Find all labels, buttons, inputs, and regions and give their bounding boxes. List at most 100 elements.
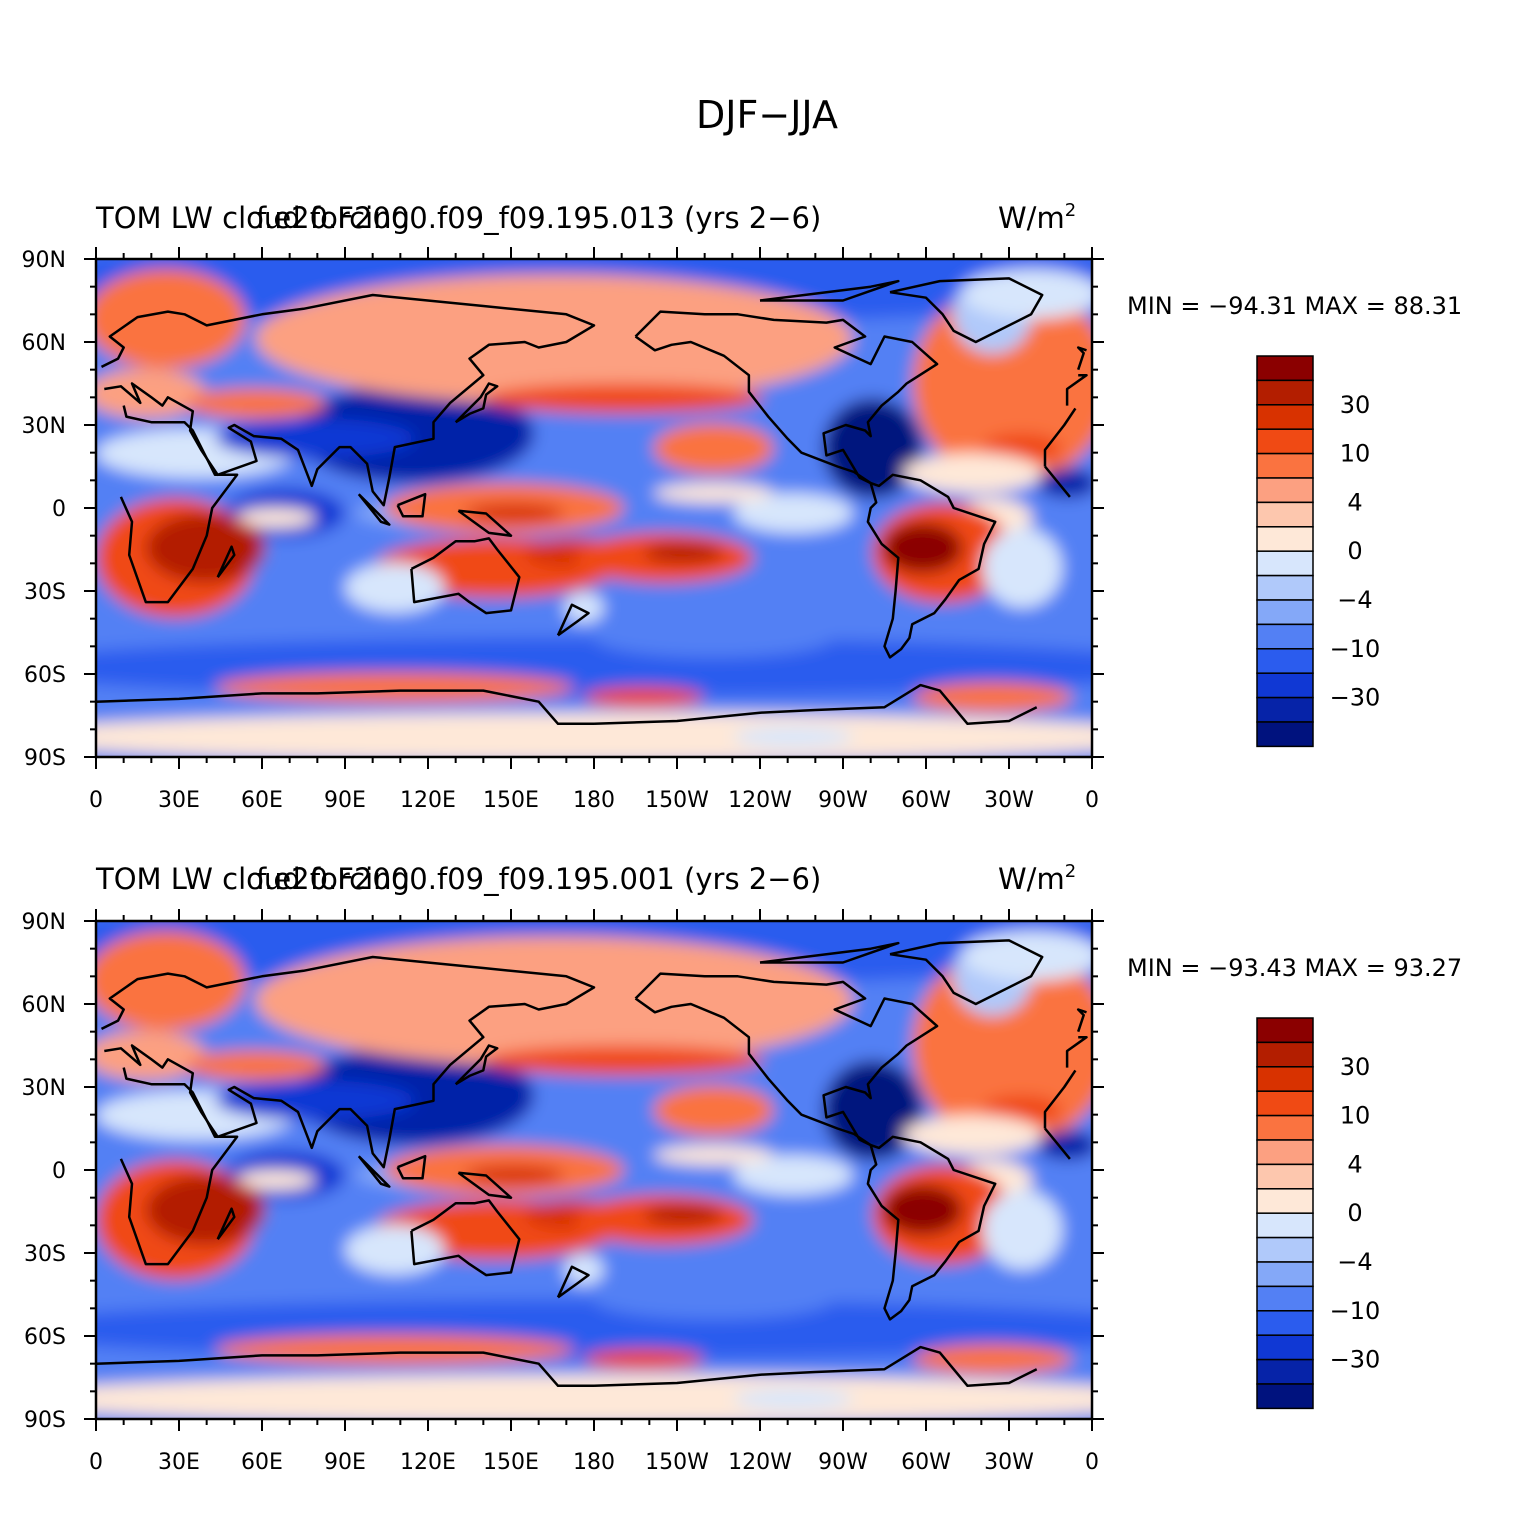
field-contour-region (653, 1145, 774, 1166)
coastline (96, 683, 1038, 726)
lat-tick-label: 0 (52, 1159, 66, 1184)
coastline (396, 492, 427, 518)
field-contour-region (882, 522, 963, 573)
panel-2: TOM LW cloud forcing f.e20.F2000.f09_f09… (22, 861, 1463, 1475)
lon-tick-label: 60E (241, 1450, 283, 1475)
lon-tick-label: 180 (573, 788, 615, 813)
lat-tick-label: 90S (24, 746, 66, 771)
colorbar-swatch (1256, 428, 1314, 455)
field-contour-region (653, 483, 774, 504)
colorbar-label: 0 (1347, 1199, 1362, 1227)
panel-title-center: f.e20.F2000.f09_f09.195.013 (yrs 2−6) (256, 201, 821, 235)
field-contour-region (96, 1374, 1092, 1419)
coastline (457, 1171, 513, 1199)
colorbar-swatch (1256, 550, 1314, 577)
field-contour-region (96, 930, 246, 1031)
field-contour-region (185, 388, 326, 419)
colorbar-swatch (1256, 379, 1314, 406)
panel-title-left: TOM LW cloud forcing (95, 201, 410, 235)
field-contour-region (96, 712, 1092, 757)
lon-tick-label: 30W (984, 1450, 1034, 1475)
lat-tick-label: 60N (22, 331, 66, 356)
lon-tick-label: 120W (728, 1450, 792, 1475)
colorbar-swatch (1256, 1163, 1314, 1190)
lon-tick-label: 120W (728, 788, 792, 813)
field-contour-region (594, 617, 834, 658)
field-contour-region (215, 418, 415, 459)
field-contour-region (235, 508, 316, 528)
lon-tick-label: 150W (645, 788, 709, 813)
lon-tick-label: 0 (1085, 1450, 1099, 1475)
colorbar-swatch (1256, 1310, 1314, 1336)
colorbar-label: −4 (1337, 1248, 1372, 1276)
colorbar-label: 30 (1340, 391, 1371, 419)
field-contour-region (882, 1184, 963, 1235)
colorbar-label: 0 (1347, 537, 1362, 565)
field-contour-region (912, 682, 1073, 713)
coastline (634, 310, 939, 485)
coastline (866, 1135, 997, 1321)
colorbar-swatch (1256, 574, 1314, 601)
field-contour-region (902, 1115, 1043, 1156)
lat-tick-label: 60N (22, 993, 66, 1018)
colorbar-swatch (1256, 1358, 1314, 1385)
lon-tick-label: 90E (324, 788, 366, 813)
map-field (96, 259, 1092, 757)
coastline (759, 279, 900, 302)
colorbar-swatch (1256, 355, 1314, 382)
lat-tick-label: 90N (22, 910, 66, 935)
coastline (454, 1044, 499, 1086)
lon-tick-label: 120E (400, 1450, 456, 1475)
lon-tick-label: 30W (984, 788, 1034, 813)
colorbar-swatch (1256, 696, 1314, 723)
field-contour-region (962, 268, 1092, 319)
lat-tick-label: 30N (22, 414, 66, 439)
field-contour-region (564, 592, 604, 623)
panel-units: W/m2 (998, 200, 1076, 235)
coastline (119, 405, 1077, 604)
colorbar-swatch (1256, 1236, 1314, 1263)
field-contour-region (733, 493, 853, 533)
coastline (119, 1067, 1077, 1266)
panel-title-center: f.e20.F2000.f09_f09.195.001 (yrs 2−6) (256, 862, 821, 896)
lat-tick-label: 0 (52, 497, 66, 522)
field-contour-region (235, 1170, 316, 1190)
lon-tick-label: 60W (901, 788, 951, 813)
field-contour-region (962, 930, 1092, 981)
colorbar-label: 4 (1347, 488, 1362, 516)
field-contour-region (823, 1060, 923, 1161)
lat-tick-label: 90S (24, 1408, 66, 1433)
coastline (889, 277, 1044, 344)
colorbar-label: 10 (1340, 440, 1371, 468)
field-contour-region (584, 1349, 704, 1370)
lon-tick-label: 30E (158, 788, 200, 813)
coastline (1076, 1008, 1087, 1033)
field-contour-region (255, 935, 853, 1066)
colorbar-swatch (1256, 672, 1314, 699)
lon-tick-label: 0 (89, 1450, 103, 1475)
field-contour-region (982, 1189, 1063, 1270)
colorbar-label: −10 (1330, 635, 1381, 663)
coastline (889, 939, 1044, 1006)
coastline (216, 545, 236, 578)
field-contour-region (902, 453, 1043, 494)
lat-tick-label: 30N (22, 1076, 66, 1101)
coastline (759, 941, 900, 964)
coastline (556, 603, 590, 637)
lon-tick-label: 90W (818, 1450, 868, 1475)
field-contour-region (733, 1155, 853, 1195)
field-contour-region (215, 1080, 415, 1121)
colorbar-swatch (1256, 599, 1314, 626)
lon-tick-label: 0 (1085, 788, 1099, 813)
coastline (866, 473, 997, 659)
field-contour-region (823, 398, 923, 499)
field-contour-region (145, 1174, 266, 1245)
lon-tick-label: 150W (645, 1450, 709, 1475)
colorbar-swatch (1256, 526, 1314, 552)
coastline (96, 1345, 1038, 1388)
lon-tick-label: 150E (483, 1450, 539, 1475)
colorbar-label: 10 (1340, 1102, 1371, 1130)
lon-tick-label: 180 (573, 1450, 615, 1475)
field-contour-region (295, 1045, 535, 1146)
